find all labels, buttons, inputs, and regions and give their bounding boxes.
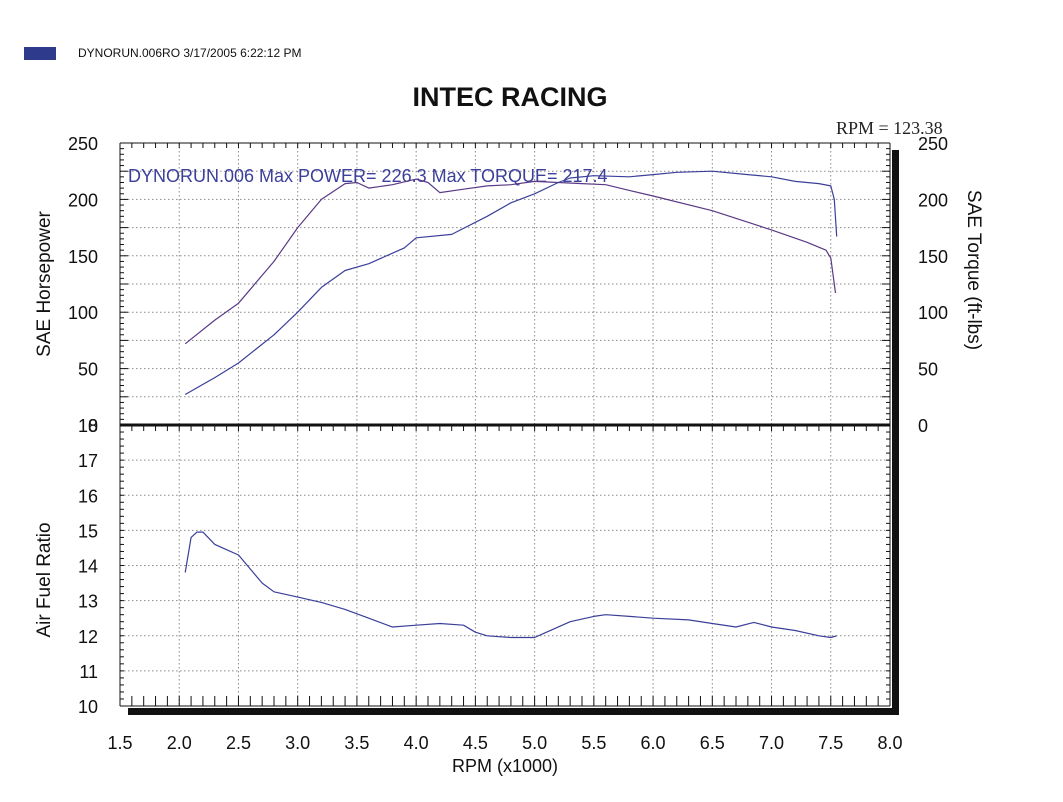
- series-line-horsepower: [184, 170, 838, 396]
- legend-swatch: [24, 47, 56, 60]
- y-axis-label-right: SAE Torque (ft-lbs): [963, 190, 984, 350]
- y-tick-label-left: 250: [68, 134, 98, 154]
- y-tick-label-afr: 13: [78, 592, 98, 612]
- y-tick-label-afr: 10: [78, 697, 98, 717]
- y2-tick-label-right: 200: [918, 190, 948, 210]
- x-tick-label: 5.0: [522, 733, 547, 753]
- y-tick-label-left: 100: [68, 303, 98, 323]
- y-tick-label-left: 150: [68, 247, 98, 267]
- legend-label: DYNORUN.006RO 3/17/2005 6:22:12 PM: [78, 46, 302, 60]
- series-line-air-fuel-ratio: [184, 531, 837, 639]
- x-tick-label: 6.0: [641, 733, 666, 753]
- y2-tick-label-right: 0: [918, 416, 928, 436]
- y-tick-label-afr: 14: [78, 557, 98, 577]
- max-values-annotation: DYNORUN.006 Max POWER= 226.3 Max TORQUE=…: [128, 166, 608, 186]
- y2-tick-label-right: 150: [918, 247, 948, 267]
- frame-shadow-right: [892, 150, 899, 714]
- x-tick-label: 2.0: [167, 733, 192, 753]
- x-tick-label: 2.5: [226, 733, 251, 753]
- y-axis-label-left: SAE Horsepower: [34, 210, 55, 356]
- x-tick-label: 3.5: [344, 733, 369, 753]
- x-tick-label: 7.0: [759, 733, 784, 753]
- y-tick-label-left: 50: [78, 360, 98, 380]
- x-tick-label: 5.5: [581, 733, 606, 753]
- y-tick-label-afr: 15: [78, 521, 98, 541]
- y-tick-label-left: 200: [68, 190, 98, 210]
- x-tick-label: 4.5: [463, 733, 488, 753]
- y-tick-label-afr: 16: [78, 486, 98, 506]
- frame-shadow-bottom: [128, 708, 899, 715]
- x-tick-label: 7.5: [818, 733, 843, 753]
- series-line-torque: [184, 178, 837, 345]
- y2-tick-label-right: 100: [918, 303, 948, 323]
- y-tick-label-afr: 17: [78, 451, 98, 471]
- y2-tick-label-right: 50: [918, 360, 938, 380]
- y-tick-label-afr: 18: [78, 416, 98, 436]
- y2-tick-label-right: 250: [918, 134, 948, 154]
- x-tick-label: 4.0: [404, 733, 429, 753]
- chart-title: INTEC RACING: [412, 82, 608, 112]
- y-tick-label-afr: 12: [78, 627, 98, 647]
- rpm-readout: RPM = 123.38: [836, 118, 943, 138]
- x-tick-label: 6.5: [700, 733, 725, 753]
- x-tick-label: 1.5: [107, 733, 132, 753]
- x-axis-label: RPM (x1000): [452, 756, 558, 776]
- x-tick-label: 3.0: [285, 733, 310, 753]
- y-axis-label-afr: Air Fuel Ratio: [34, 522, 55, 637]
- y-tick-label-left: 0: [88, 416, 98, 436]
- y-tick-label-afr: 11: [79, 662, 98, 682]
- x-tick-label: 8.0: [877, 733, 902, 753]
